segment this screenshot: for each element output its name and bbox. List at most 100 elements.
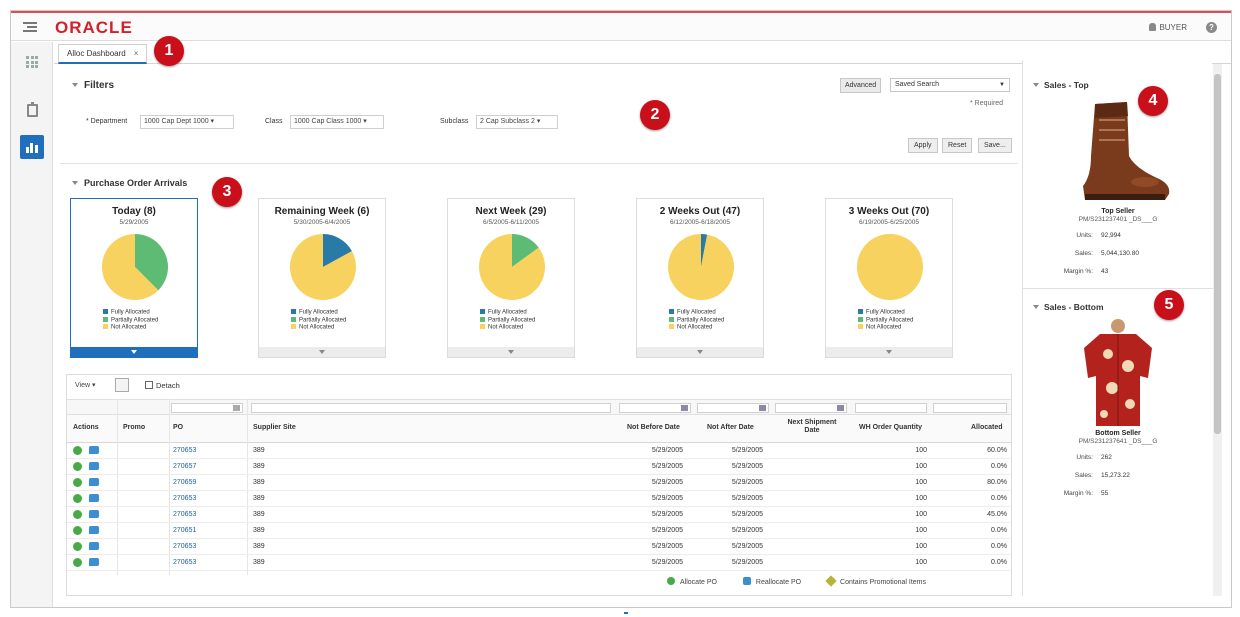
calendar-icon[interactable]: [837, 405, 844, 411]
rail-reports-button[interactable]: [20, 98, 44, 122]
view-menu[interactable]: View ▾: [75, 382, 96, 389]
col-po[interactable]: PO: [173, 424, 184, 431]
sales-bottom-title[interactable]: Sales - Bottom: [1033, 302, 1104, 312]
po-link[interactable]: 270653: [173, 495, 197, 502]
po-link[interactable]: 270657: [173, 463, 197, 470]
table-row[interactable]: 270653 389 5/29/2005 5/29/2005 100 45.0%: [67, 507, 1011, 523]
filters-title[interactable]: Filters: [72, 80, 114, 91]
reallocate-icon[interactable]: [89, 558, 99, 566]
po-arrival-card[interactable]: Remaining Week (6) 5/30/2005-6/4/2005 Full…: [258, 198, 386, 358]
allocate-icon[interactable]: [73, 446, 82, 455]
table-row[interactable]: 270653 389 5/29/2005 5/29/2005 100 0.0%: [67, 491, 1011, 507]
reallocate-icon[interactable]: [89, 526, 99, 534]
col-supplier-site[interactable]: Supplier Site: [253, 424, 296, 431]
card-expand-bar[interactable]: [826, 347, 952, 357]
po-link[interactable]: 270653: [173, 447, 197, 454]
alloc-filter-input[interactable]: [933, 403, 1007, 413]
user-menu[interactable]: BUYER: [1149, 23, 1187, 32]
pie-legend: Fully Allocated Partially Allocated Not Al…: [291, 309, 346, 332]
col-allocated[interactable]: Allocated: [971, 424, 1003, 431]
po-link[interactable]: 270651: [173, 527, 197, 534]
nsd-filter-input[interactable]: [775, 403, 847, 413]
allocate-icon[interactable]: [73, 542, 82, 551]
reallocate-icon: [742, 577, 751, 585]
reset-button[interactable]: Reset: [942, 138, 973, 153]
not-before-date-cell: 5/29/2005: [651, 495, 683, 502]
reallocate-icon[interactable]: [89, 478, 99, 486]
allocate-icon[interactable]: [73, 478, 82, 487]
calendar-icon[interactable]: [759, 405, 766, 411]
boot-product-image[interactable]: [1065, 96, 1175, 206]
pie-slice-fully: [323, 234, 352, 267]
class-select[interactable]: 1000 Cap Class 1000 ▾: [290, 115, 384, 129]
col-not-before-date[interactable]: Not Before Date: [627, 424, 680, 431]
card-expand-bar[interactable]: [71, 347, 197, 357]
po-link[interactable]: 270653: [173, 543, 197, 550]
table-row[interactable]: 270657 389 5/29/2005 5/29/2005 100 0.0%: [67, 459, 1011, 475]
col-actions[interactable]: Actions: [73, 424, 99, 431]
subclass-select[interactable]: 2 Cap Subclass 2 ▾: [476, 115, 558, 129]
detach-button[interactable]: Detach: [145, 381, 180, 390]
reallocate-icon[interactable]: [89, 446, 99, 454]
scrollbar-thumb[interactable]: [1214, 74, 1221, 434]
reallocate-icon[interactable]: [89, 542, 99, 550]
table-row[interactable]: 270659 389 5/29/2005 5/29/2005 100 80.0%: [67, 475, 1011, 491]
col-promo[interactable]: Promo: [123, 424, 146, 431]
po-arrivals-title[interactable]: Purchase Order Arrivals: [72, 178, 187, 188]
card-date-range: 6/5/2005-6/11/2005: [483, 219, 539, 226]
allocate-icon[interactable]: [73, 510, 82, 519]
chevron-down-icon: ▼: [999, 82, 1005, 88]
whq-filter-input[interactable]: [855, 403, 927, 413]
col-next-shipment-date[interactable]: Next Shipment Date: [787, 419, 837, 434]
freeze-icon[interactable]: [115, 378, 129, 392]
col-not-after-date[interactable]: Not After Date: [707, 424, 754, 431]
vertical-scrollbar[interactable]: [1213, 64, 1222, 596]
calendar-icon[interactable]: [681, 405, 688, 411]
reallocate-icon[interactable]: [89, 510, 99, 518]
advanced-button[interactable]: Advanced: [840, 78, 882, 93]
help-icon[interactable]: ?: [1206, 22, 1217, 33]
rail-dashboard-button[interactable]: [20, 135, 44, 159]
po-link[interactable]: 270653: [173, 511, 197, 518]
po-filter-input[interactable]: [171, 403, 243, 413]
navigator-menu-icon[interactable]: [23, 22, 37, 32]
allocate-icon[interactable]: [73, 558, 82, 567]
table-row[interactable]: 270653 389 5/29/2005 5/29/2005 100 0.0%: [67, 539, 1011, 555]
tab-alloc-dashboard[interactable]: Alloc Dashboard ×: [58, 44, 148, 64]
allocate-icon[interactable]: [73, 494, 82, 503]
reallocate-icon[interactable]: [89, 494, 99, 502]
table-row[interactable]: 270653 389 5/29/2005 5/29/2005 100 0.0%: [67, 555, 1011, 571]
po-arrival-card[interactable]: Next Week (29) 6/5/2005-6/11/2005 Fully Al…: [447, 198, 575, 358]
reallocate-icon[interactable]: [89, 462, 99, 470]
po-link[interactable]: 270659: [173, 479, 197, 486]
po-arrival-card[interactable]: 2 Weeks Out (47) 6/12/2005-6/18/2005 Fully…: [636, 198, 764, 358]
department-select[interactable]: 1000 Cap Dept 1000 ▾: [140, 115, 234, 129]
tab-label: Alloc Dashboard: [67, 49, 126, 58]
sales-top-title[interactable]: Sales - Top: [1033, 80, 1089, 90]
nbd-filter-input[interactable]: [619, 403, 691, 413]
col-wh-order-quantity[interactable]: WH Order Quantity: [859, 424, 923, 431]
apply-button[interactable]: Apply: [908, 138, 938, 153]
collapse-icon: [1033, 83, 1039, 87]
close-tab-icon[interactable]: ×: [133, 49, 139, 58]
wh-order-quantity-cell: 100: [915, 495, 927, 502]
po-link[interactable]: 270653: [173, 559, 197, 566]
table-row[interactable]: 270653 389 5/29/2005 5/29/2005 100 60.0%: [67, 443, 1011, 459]
wh-order-quantity-cell: 100: [915, 543, 927, 550]
rail-tasks-button[interactable]: [20, 50, 44, 74]
po-arrival-card[interactable]: 3 Weeks Out (70) 6/19/2005-6/25/2005 Fully…: [825, 198, 953, 358]
nad-filter-input[interactable]: [697, 403, 769, 413]
department-label: * Department: [86, 118, 128, 125]
allocate-icon[interactable]: [73, 526, 82, 535]
table-row[interactable]: 270651 389 5/29/2005 5/29/2005 100 0.0%: [67, 523, 1011, 539]
allocate-icon[interactable]: [73, 462, 82, 471]
supplier-filter-input[interactable]: [251, 403, 611, 413]
card-expand-bar[interactable]: [448, 347, 574, 357]
card-title: Today (8): [112, 206, 156, 217]
shirt-product-image[interactable]: [1078, 318, 1158, 430]
save-button[interactable]: Save...: [978, 138, 1012, 153]
po-arrival-card[interactable]: Today (8) 5/29/2005 Fully Allocated Partial…: [70, 198, 198, 358]
card-expand-bar[interactable]: [259, 347, 385, 357]
saved-search-select[interactable]: Saved Search ▼: [890, 78, 1010, 92]
card-expand-bar[interactable]: [637, 347, 763, 357]
